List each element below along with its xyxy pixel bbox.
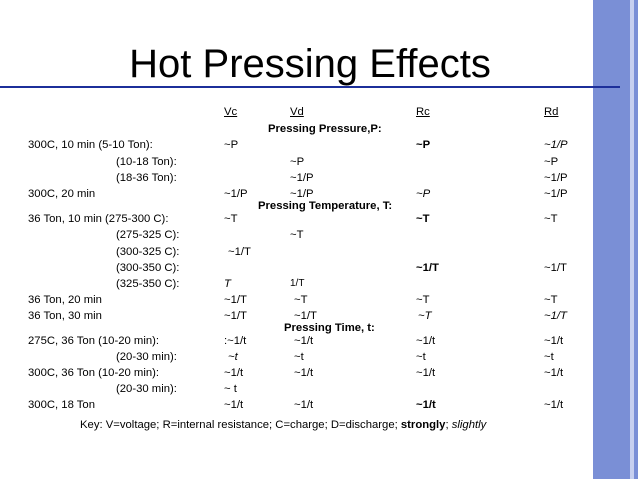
cell-vc: ~1/P (224, 188, 248, 200)
cell-vd: ~1/P (290, 188, 314, 200)
key-text: Key: V=voltage; R=internal resistance; C… (80, 419, 401, 431)
header-rd: Rd (544, 106, 559, 118)
row-label: 36 Ton, 20 min (28, 294, 102, 306)
cell-rd: ~T (544, 294, 558, 306)
row-label: 300C, 36 Ton (10-20 min): (28, 367, 160, 379)
section-temperature: Pressing Temperature, T: (258, 200, 393, 212)
cell-rd: ~1/t (544, 367, 564, 379)
section-pressure: Pressing Pressure,P: (268, 123, 382, 135)
cell-vc: ~t (228, 351, 238, 363)
cell-rc: ~1/t (416, 399, 436, 411)
cell-rd: ~T (544, 213, 558, 225)
cell-rc: ~T (418, 310, 432, 322)
header-vc: Vc (224, 106, 238, 118)
cell-vc: :~1/t (224, 335, 247, 347)
cell-vd: ~T (294, 294, 308, 306)
row-label: 36 Ton, 30 min (28, 310, 102, 322)
cell-vd: ~1/t (294, 335, 314, 347)
cell-vd: ~1/t (294, 367, 314, 379)
cell-rd: ~1/P (544, 188, 568, 200)
cell-rd: ~1/t (544, 399, 564, 411)
section-time: Pressing Time, t: (284, 322, 375, 334)
cell-vd: ~1/t (294, 399, 314, 411)
cell-vc: ~1/t (224, 367, 244, 379)
sidebar-stripe (630, 0, 634, 479)
cell-vc: ~T (224, 213, 238, 225)
row-label: (275-325 C): (116, 229, 180, 241)
cell-vd: ~t (294, 351, 304, 363)
cell-rd: ~1/T (544, 310, 567, 322)
row-label: (20-30 min): (116, 383, 177, 395)
cell-rd: ~t (544, 351, 554, 363)
cell-vd: ~T (290, 229, 304, 241)
cell-vd: ~1/T (294, 310, 317, 322)
cell-vd: ~1/P (290, 172, 314, 184)
cell-vc: ~P (224, 139, 239, 151)
header-vd: Vd (290, 106, 304, 118)
cell-rc: ~1/t (416, 367, 436, 379)
cell-rd: ~1/P (544, 139, 568, 151)
header-rc: Rc (416, 106, 430, 118)
cell-vc: ~1/t (224, 399, 244, 411)
row-label: (325-350 C): (116, 278, 180, 290)
key-slight: slightly (451, 419, 487, 431)
row-label: (20-30 min): (116, 351, 177, 363)
slide-title: Hot Pressing Effects (129, 42, 491, 86)
key-legend: Key: V=voltage; R=internal resistance; C… (80, 419, 486, 431)
cell-vc: ~1/T (224, 294, 247, 306)
cell-rc: ~P (416, 139, 431, 151)
row-label: 275C, 36 Ton (10-20 min): (28, 335, 160, 347)
cell-rd: ~1/P (544, 172, 568, 184)
cell-rc: ~P (416, 188, 431, 200)
cell-rc: ~t (416, 351, 426, 363)
row-label: (300-350 C): (116, 262, 180, 274)
cell-rd: ~1/t (544, 335, 564, 347)
cell-vc: ~ t (224, 383, 237, 395)
cell-rc: ~T (416, 294, 430, 306)
row-label: 300C, 18 Ton (28, 399, 95, 411)
row-label: (18-36 Ton): (116, 172, 177, 184)
cell-rc: ~1/T (416, 262, 439, 274)
cell-vd: 1/T (290, 278, 305, 289)
row-label: 300C, 20 min (28, 188, 96, 200)
row-label: (300-325 C): (116, 246, 180, 258)
key-separator: ; (445, 419, 452, 431)
row-label: 36 Ton, 10 min (275-300 C): (28, 213, 169, 225)
cell-rd: ~P (544, 156, 559, 168)
cell-vc: ~1/T (224, 310, 247, 322)
key-strong: strongly (400, 419, 446, 431)
row-label: (10-18 Ton): (116, 156, 177, 168)
row-label: 300C, 10 min (5-10 Ton): (28, 139, 153, 151)
cell-rd: ~1/T (544, 262, 567, 274)
cell-vc: T (224, 278, 231, 290)
cell-vd: ~P (290, 156, 305, 168)
cell-vc: ~1/T (228, 246, 251, 258)
title-underline (0, 86, 620, 88)
cell-rc: ~T (416, 213, 430, 225)
cell-rc: ~1/t (416, 335, 436, 347)
